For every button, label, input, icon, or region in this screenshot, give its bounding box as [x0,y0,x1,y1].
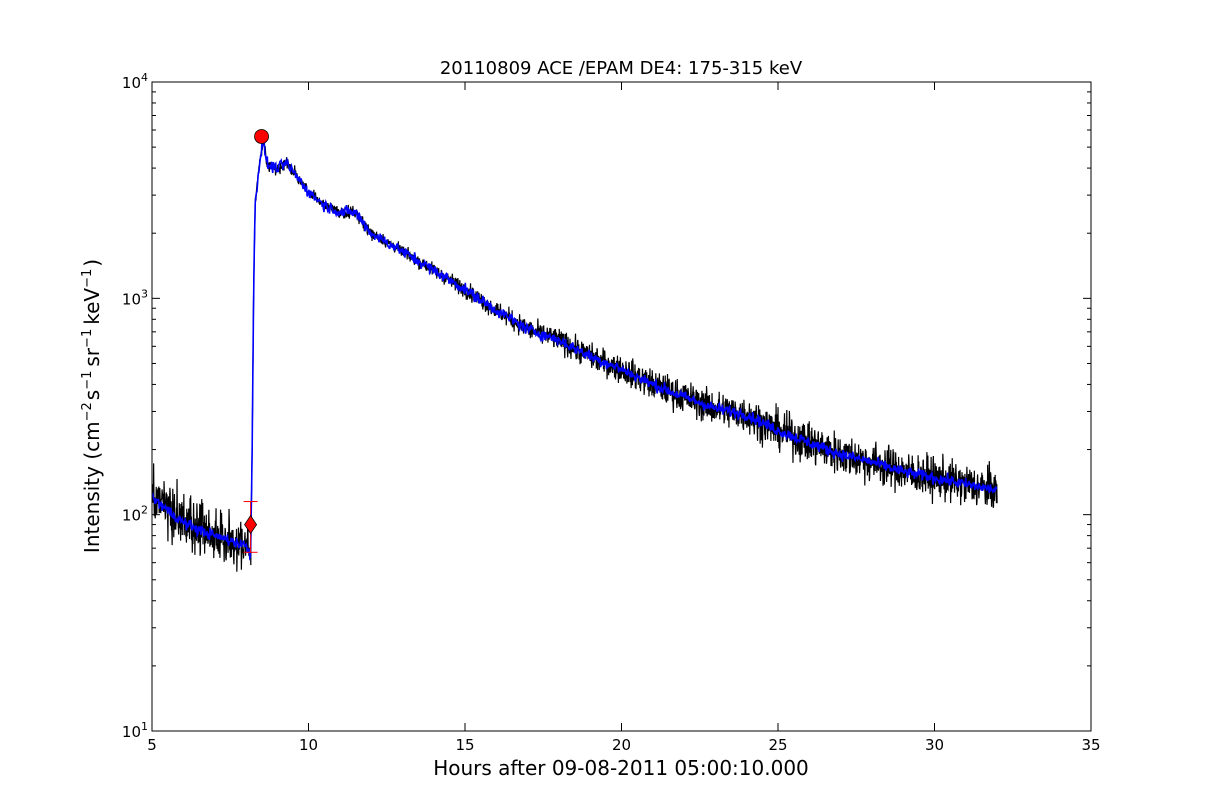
x-tick-label: 10 [299,736,318,754]
x-axis-label: Hours after 09-08-2011 05:00:10.000 [433,756,809,780]
y-tick-label-exponent: 4 [141,71,148,84]
x-tick-label: 35 [1081,736,1100,754]
y-tick-label: 104 [122,71,148,92]
x-tick-label: 5 [147,736,157,754]
y-axis-label-exp1: −2 [80,402,95,421]
y-tick-label-exponent: 2 [141,504,148,517]
plot-frame [151,81,1092,732]
y-axis-label: Intensity (cm−2s−1sr−1keV−1) [80,259,104,553]
y-axis-label-mid1: s [80,390,104,400]
y-tick-label-base: 10 [122,507,141,525]
y-axis-label-suffix: ) [80,259,104,267]
y-tick-label: 101 [122,720,148,741]
x-tick-label: 20 [612,736,631,754]
y-tick-label: 103 [122,287,148,308]
onset-diamond-marker [244,514,258,535]
smoothed-intensity-series [152,138,998,561]
y-tick-label-base: 10 [122,723,141,741]
chart-title: 20110809 ACE /EPAM DE4: 175-315 keV [440,58,803,79]
y-tick-label-base: 10 [122,74,141,92]
y-axis-label-mid2: sr [80,347,104,366]
y-tick-label-exponent: 1 [141,720,148,733]
x-tick-label: 15 [455,736,474,754]
y-tick-label-exponent: 3 [141,287,148,300]
x-tick-labels: 5 10 15 20 25 30 35 [147,736,1100,754]
y-axis-label-exp2: −1 [80,371,95,390]
y-axis-label-mid3: keV [80,288,104,325]
y-axis-label-prefix: Intensity (cm [80,421,104,553]
y-axis-label-exp3: −1 [80,329,95,348]
data-layer [152,137,998,572]
x-tick-label: 25 [768,736,787,754]
y-axis-label-exp4: −1 [80,269,95,288]
x-tick-label: 30 [925,736,944,754]
marker-layer [243,129,269,553]
y-tick-label-base: 10 [122,290,141,308]
y-tick-label: 102 [122,504,148,525]
peak-circle-marker [254,129,269,144]
